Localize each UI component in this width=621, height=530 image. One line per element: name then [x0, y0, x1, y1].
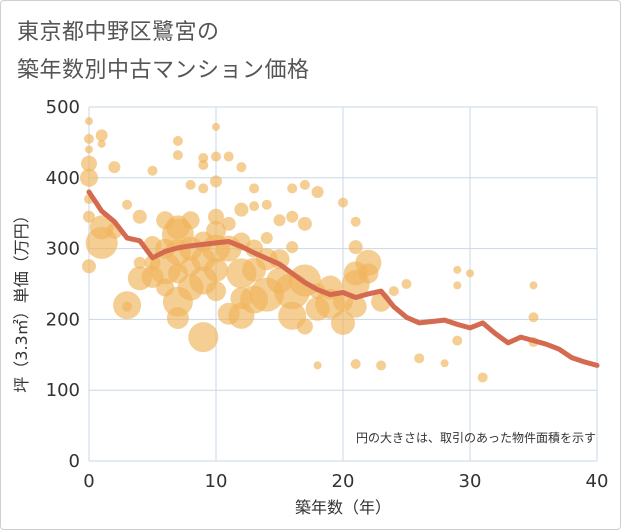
- bubble-61: [234, 202, 249, 217]
- x-tick-label-4: 40: [586, 471, 609, 492]
- bubble-43: [198, 183, 209, 194]
- bubble-17: [132, 209, 147, 224]
- bubble-93: [338, 197, 348, 208]
- bubble-103: [358, 263, 379, 284]
- bubble-0: [85, 117, 93, 126]
- bubble-115: [529, 281, 538, 290]
- y-tick-label-4: 400: [46, 168, 80, 189]
- bubble-42: [198, 160, 209, 171]
- bubble-113: [466, 269, 474, 278]
- x-tick-label-0: 0: [83, 471, 94, 492]
- bubble-51: [208, 208, 224, 225]
- bubble-116: [528, 312, 539, 323]
- y-tick-labels: 0 100 200 300 400 500: [46, 97, 80, 472]
- bubble-9: [97, 139, 106, 148]
- bubble-111: [453, 281, 462, 290]
- bubble-18: [133, 256, 146, 269]
- bubble-108: [414, 353, 425, 364]
- x-tick-label-3: 30: [459, 471, 482, 492]
- bubble-4: [80, 168, 98, 187]
- bubble-56: [223, 151, 234, 162]
- bubble-86: [296, 318, 313, 335]
- bubble-55: [206, 281, 226, 302]
- bubble-87: [311, 185, 324, 198]
- bubble-97: [348, 240, 363, 255]
- y-axis-label: 坪（3.3㎡）単価（万円）: [12, 207, 31, 392]
- y-tick-label-5: 500: [46, 97, 80, 118]
- bubble-size-note: 円の大きさは、取引のあった物件面積を示す: [356, 430, 596, 445]
- bubble-28: [172, 135, 183, 146]
- chart-title-line1: 東京都中野区鷺宮の: [17, 20, 220, 45]
- bubble-36: [185, 179, 196, 190]
- bubble-47: [188, 322, 219, 353]
- bubble-75: [273, 214, 286, 227]
- bubble-112: [452, 335, 463, 346]
- bubble-14: [122, 199, 133, 210]
- bubble-83: [299, 179, 310, 190]
- bubble-57: [221, 216, 236, 231]
- bubble-16: [122, 301, 133, 312]
- bubble-72: [260, 231, 273, 244]
- trend-line: [86, 189, 600, 368]
- x-axis-label: 築年数（年）: [295, 498, 391, 517]
- bubble-41: [198, 152, 209, 163]
- y-tick-label-3: 300: [46, 239, 80, 260]
- bubble-48: [212, 122, 220, 131]
- bubble-105: [376, 360, 387, 371]
- bubble-29: [172, 150, 183, 161]
- bubble-1: [84, 133, 94, 144]
- bubble-35: [166, 306, 189, 329]
- bubble-114: [477, 372, 488, 383]
- x-tick-label-2: 20: [332, 471, 355, 492]
- bubble-2: [85, 145, 93, 154]
- bubble-49: [211, 151, 221, 162]
- bubble-101: [350, 359, 361, 370]
- bubble-100: [344, 295, 367, 318]
- bubble-109: [440, 359, 449, 368]
- bubble-8: [95, 129, 108, 142]
- x-tick-labels: 0 10 20 30 40: [83, 471, 608, 492]
- bubble-78: [287, 183, 298, 194]
- y-tick-label-1: 100: [46, 380, 80, 401]
- bubble-95: [331, 310, 355, 335]
- chart-title-line2: 築年数別中古マンション価格: [17, 58, 310, 83]
- bubble-106: [388, 286, 399, 297]
- x-tick-label-1: 10: [205, 471, 228, 492]
- bubble-110: [453, 265, 462, 274]
- bubble-7: [82, 259, 96, 274]
- y-tick-label-0: 0: [69, 451, 80, 472]
- bubble-54: [204, 257, 228, 282]
- bubble-6: [83, 210, 95, 223]
- bubble-96: [350, 216, 361, 227]
- bubble-107: [401, 279, 412, 289]
- bubble-66: [249, 183, 260, 194]
- bubble-3: [81, 155, 97, 172]
- bubble-60: [236, 162, 247, 173]
- bubble-80: [286, 241, 299, 254]
- bubble-37: [181, 211, 200, 230]
- y-tick-label-2: 200: [46, 309, 80, 330]
- bubble-67: [249, 201, 260, 212]
- bubble-84: [297, 216, 312, 231]
- bubble-12: [108, 161, 121, 174]
- bubble-71: [261, 199, 272, 210]
- bubble-90: [313, 361, 322, 370]
- bubble-50: [210, 175, 222, 188]
- bubble-20: [147, 165, 158, 176]
- bubble-79: [286, 210, 299, 223]
